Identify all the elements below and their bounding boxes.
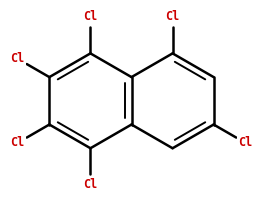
Text: Cl: Cl bbox=[238, 136, 252, 149]
Text: Cl: Cl bbox=[11, 52, 25, 65]
Text: Cl: Cl bbox=[83, 10, 98, 23]
Text: Cl: Cl bbox=[165, 10, 180, 23]
Text: Cl: Cl bbox=[83, 178, 98, 191]
Text: Cl: Cl bbox=[11, 136, 25, 149]
